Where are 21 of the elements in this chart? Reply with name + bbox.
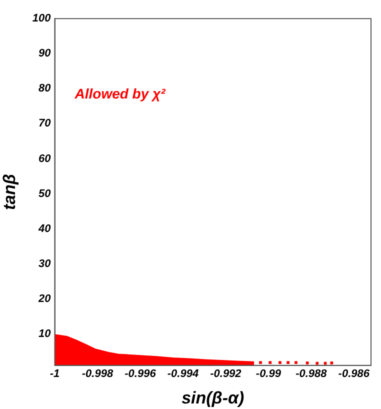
y-tick-label: 100 <box>32 12 52 25</box>
y-tick-label: 40 <box>38 222 52 235</box>
y-tick-label: 20 <box>38 292 52 305</box>
x-tick-label: -0.988 <box>296 368 328 380</box>
x-tick-label: -0.998 <box>82 368 114 380</box>
x-tick-label: -1 <box>50 368 60 380</box>
x-tick-label: -0.992 <box>210 368 242 380</box>
x-tick-label: -0.994 <box>167 368 199 380</box>
x-axis-title: sin(β-α) <box>182 388 245 408</box>
y-tick-label: 60 <box>38 152 52 165</box>
y-tick-label: 30 <box>38 258 52 270</box>
y-tick-label: 70 <box>38 118 52 130</box>
x-tick-label: -0.996 <box>124 368 157 380</box>
x-tick-label: -0.986 <box>338 368 370 380</box>
y-tick-label: 80 <box>38 82 52 95</box>
y-axis-title: tanβ <box>0 174 19 210</box>
annotation: Allowed by χ² <box>74 86 166 102</box>
y-tick-label: 10 <box>38 328 52 340</box>
y-tick-label: 90 <box>38 48 52 60</box>
y-tick-label: 50 <box>38 188 52 200</box>
x-tick-label: -0.99 <box>256 368 282 380</box>
